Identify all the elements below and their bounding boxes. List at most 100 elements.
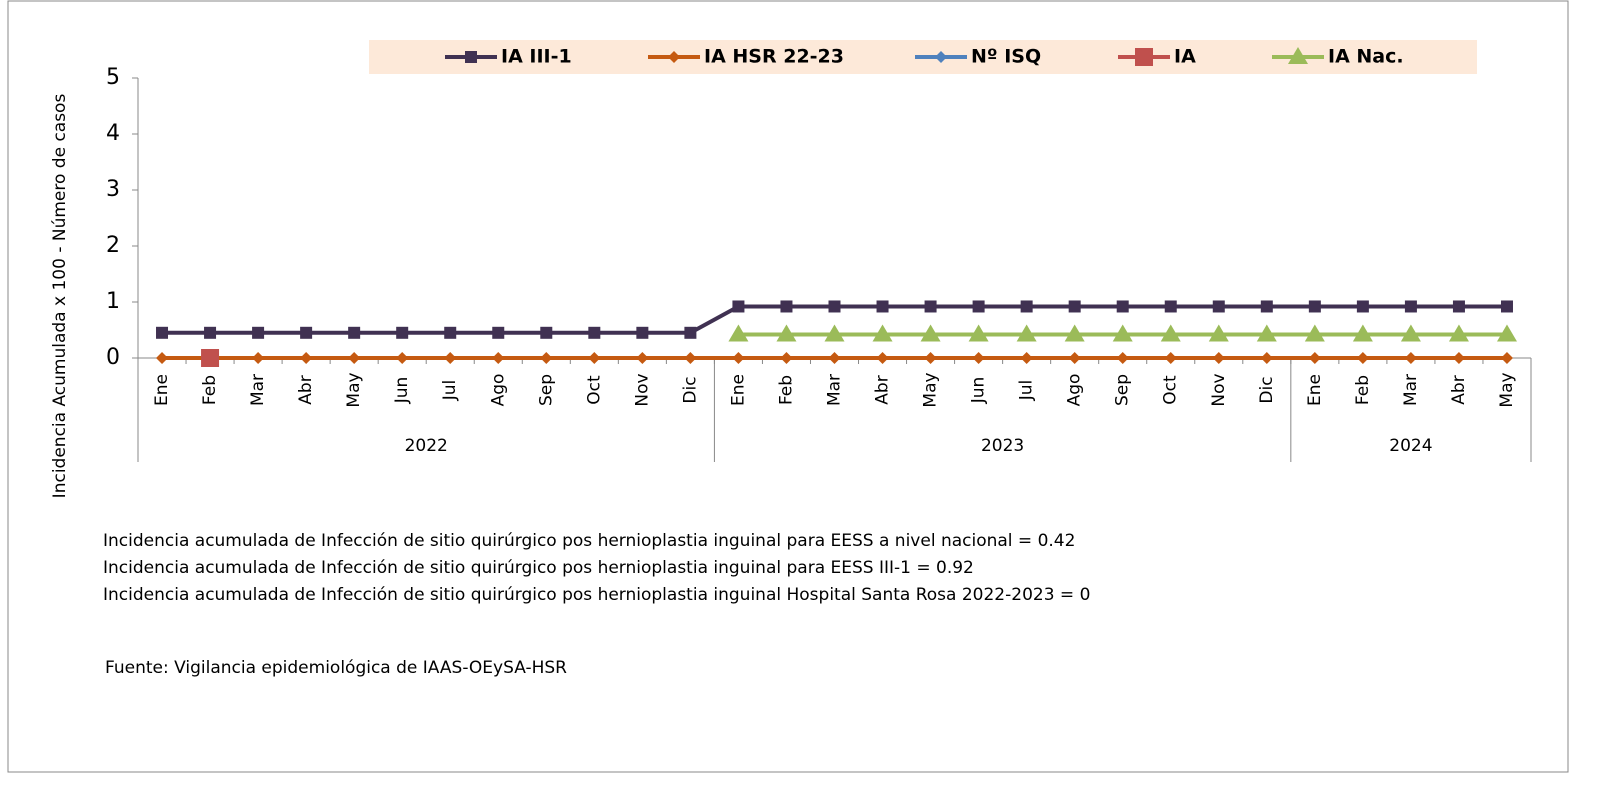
marker [972, 300, 985, 313]
x-tick-label: Dic [680, 376, 700, 403]
legend-label: IA III-1 [501, 46, 572, 68]
marker [465, 51, 477, 63]
x-tick-label: Oct [584, 375, 604, 405]
marker [588, 326, 601, 339]
marker [1212, 300, 1225, 313]
x-tick-label: Abr [296, 375, 316, 404]
marker [828, 300, 841, 313]
marker [972, 352, 985, 364]
marker [1260, 300, 1273, 313]
legend-label: IA [1174, 46, 1196, 68]
x-tick-label: Abr [1449, 375, 1469, 404]
marker [728, 324, 749, 342]
marker [252, 352, 265, 364]
y-axis-label: Incidencia Acumulada x 100 - Número de c… [50, 94, 70, 499]
marker [828, 352, 841, 364]
marker [1160, 324, 1181, 342]
x-tick-label: Feb [776, 375, 796, 405]
marker [876, 300, 889, 313]
marker [968, 324, 989, 342]
x-tick-label: Mar [1401, 374, 1421, 406]
marker [1352, 324, 1373, 342]
marker [1496, 324, 1517, 342]
marker [540, 352, 553, 364]
x-tick-label: Ene [1305, 374, 1325, 406]
legend-label: IA HSR 22-23 [704, 46, 844, 68]
marker [1116, 352, 1129, 364]
marker [396, 352, 409, 364]
y-tick-label: 4 [106, 121, 120, 146]
source: Fuente: Vigilancia epidemiológica de IAA… [105, 658, 567, 678]
x-tick-label: Jul [440, 380, 460, 402]
x-tick-label: Jun [392, 377, 412, 405]
x-tick-label: Ago [1065, 374, 1085, 407]
marker [1452, 352, 1465, 364]
marker [1020, 352, 1033, 364]
x-tick-label: May [1497, 372, 1517, 407]
y-tick-label: 2 [106, 233, 120, 258]
y-tick-label: 3 [106, 177, 120, 202]
marker [684, 352, 697, 364]
marker [540, 326, 553, 339]
x-tick-label: Ene [152, 374, 172, 406]
marker [300, 352, 313, 364]
marker [156, 352, 169, 364]
marker [924, 300, 937, 313]
marker [1116, 300, 1129, 313]
legend-label: IA Nac. [1328, 46, 1404, 68]
x-tick-label: May [921, 372, 941, 407]
marker [636, 326, 649, 339]
marker [1016, 324, 1037, 342]
chart-border [7, 0, 1569, 773]
marker [684, 326, 697, 339]
x-tick-label: Ene [728, 374, 748, 406]
marker [1212, 352, 1225, 364]
y-tick-label: 5 [106, 65, 120, 90]
marker [444, 326, 457, 339]
marker [1020, 300, 1033, 313]
x-tick-label: Dic [1257, 376, 1277, 403]
x-tick-label: Ago [488, 374, 508, 407]
note: Incidencia acumulada de Infección de sit… [103, 558, 974, 578]
x-group-label: 2024 [1389, 436, 1432, 456]
marker [732, 352, 745, 364]
marker [935, 51, 947, 63]
y-tick-label: 0 [106, 345, 120, 370]
marker [204, 326, 217, 339]
marker [1068, 352, 1081, 364]
marker [1404, 352, 1417, 364]
marker [1308, 352, 1321, 364]
marker [1288, 47, 1308, 64]
x-tick-label: Jun [969, 377, 989, 405]
marker [1452, 300, 1465, 313]
x-tick-label: Feb [200, 375, 220, 405]
marker [1164, 300, 1177, 313]
x-group-label: 2022 [405, 436, 448, 456]
marker [1404, 300, 1417, 313]
x-tick-label: Nov [632, 373, 652, 406]
marker [1500, 352, 1513, 364]
marker [444, 352, 457, 364]
marker [1304, 324, 1325, 342]
marker [300, 326, 313, 339]
marker [492, 326, 505, 339]
marker [872, 324, 893, 342]
marker [1448, 324, 1469, 342]
marker [920, 324, 941, 342]
x-tick-label: May [344, 372, 364, 407]
x-group-label: 2023 [981, 436, 1024, 456]
marker [1400, 324, 1421, 342]
marker [492, 352, 505, 364]
marker [1500, 300, 1513, 313]
x-tick-label: Sep [536, 374, 556, 406]
marker [776, 324, 797, 342]
marker [396, 326, 409, 339]
x-tick-label: Abr [873, 375, 893, 404]
marker [252, 326, 265, 339]
marker [348, 352, 361, 364]
marker [1064, 324, 1085, 342]
marker [1356, 300, 1369, 313]
marker [924, 352, 937, 364]
marker [1135, 48, 1153, 66]
